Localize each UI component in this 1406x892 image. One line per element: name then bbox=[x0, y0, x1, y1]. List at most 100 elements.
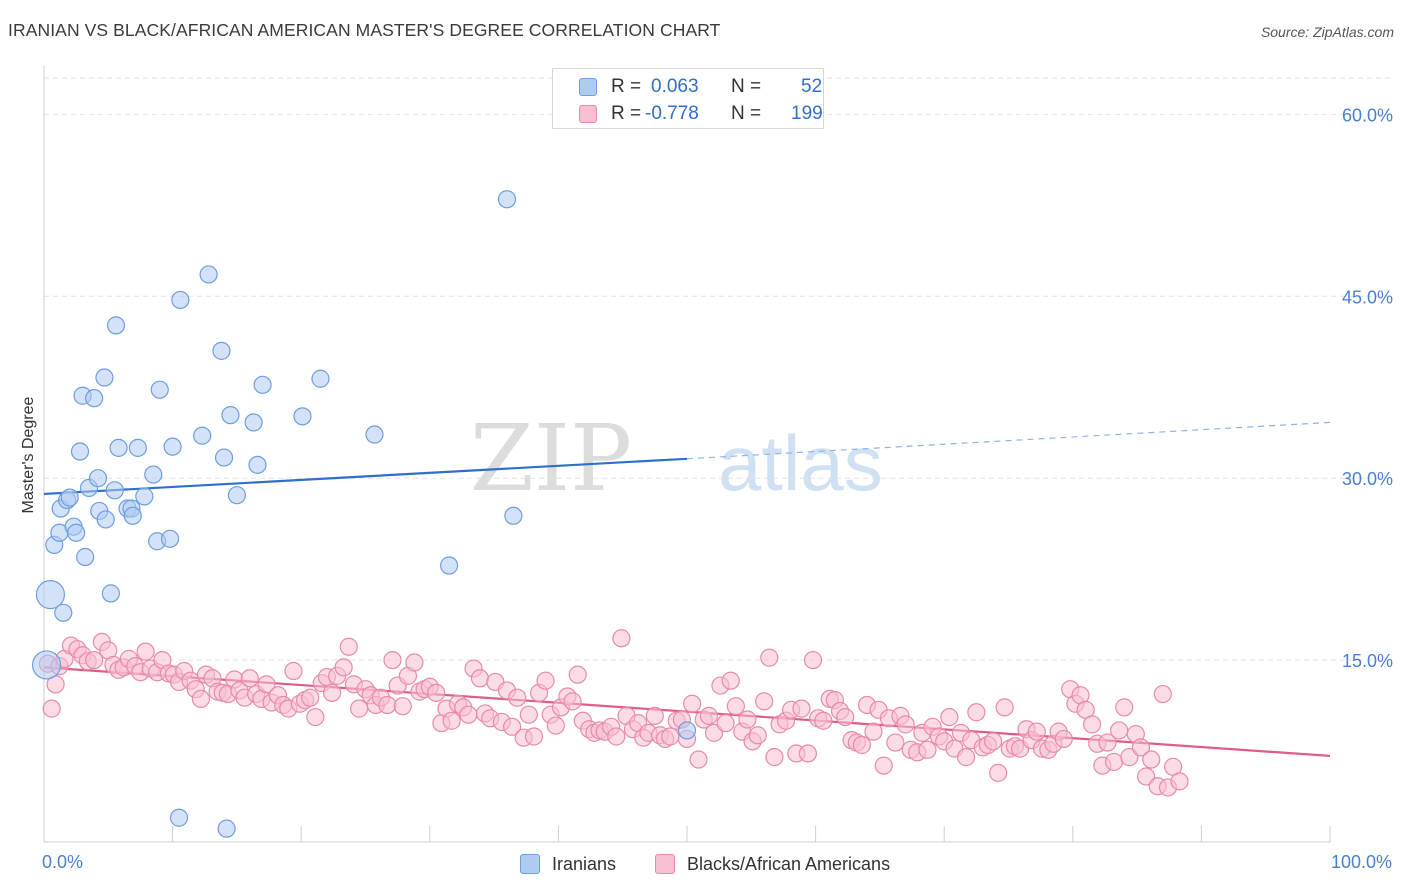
iranian-point[interactable] bbox=[199, 265, 218, 284]
iranian-point[interactable] bbox=[365, 425, 384, 444]
iranian-point[interactable] bbox=[35, 580, 66, 610]
black-point[interactable] bbox=[967, 703, 986, 722]
iranian-point[interactable] bbox=[123, 506, 142, 525]
black-point[interactable] bbox=[716, 714, 735, 733]
black-point[interactable] bbox=[612, 629, 631, 648]
black-point[interactable] bbox=[1131, 738, 1151, 757]
black-point[interactable] bbox=[442, 711, 461, 730]
black-point[interactable] bbox=[1120, 748, 1139, 767]
black-point[interactable] bbox=[568, 665, 587, 684]
black-point[interactable] bbox=[524, 727, 544, 746]
black-point[interactable] bbox=[191, 689, 210, 709]
iranian-point[interactable] bbox=[293, 407, 312, 426]
black-point[interactable] bbox=[983, 732, 1003, 751]
iranian-point[interactable] bbox=[150, 380, 169, 399]
black-point[interactable] bbox=[886, 733, 905, 752]
black-point[interactable] bbox=[896, 715, 915, 734]
black-point[interactable] bbox=[792, 699, 811, 718]
black-point[interactable] bbox=[836, 707, 855, 727]
black-point[interactable] bbox=[42, 699, 61, 718]
iranian-point[interactable] bbox=[504, 506, 523, 525]
black-point[interactable] bbox=[1082, 715, 1102, 734]
black-point[interactable] bbox=[721, 671, 740, 690]
black-point[interactable] bbox=[699, 706, 718, 725]
black-point[interactable] bbox=[704, 723, 724, 742]
black-point[interactable] bbox=[798, 744, 817, 763]
black-point[interactable] bbox=[864, 722, 883, 741]
black-point[interactable] bbox=[383, 650, 402, 670]
black-point[interactable] bbox=[956, 748, 976, 767]
black-point[interactable] bbox=[1142, 750, 1161, 769]
black-point[interactable] bbox=[874, 756, 893, 775]
black-point[interactable] bbox=[393, 697, 412, 716]
black-point[interactable] bbox=[1137, 767, 1156, 786]
black-point[interactable] bbox=[989, 763, 1008, 782]
black-point[interactable] bbox=[661, 727, 680, 746]
black-point[interactable] bbox=[683, 694, 702, 713]
black-point[interactable] bbox=[748, 726, 767, 745]
iranian-point[interactable] bbox=[95, 368, 114, 387]
iranian-point[interactable] bbox=[106, 316, 126, 335]
black-point[interactable] bbox=[995, 698, 1014, 717]
black-point[interactable] bbox=[334, 658, 353, 677]
iranian-point[interactable] bbox=[171, 290, 190, 310]
black-point[interactable] bbox=[136, 642, 155, 661]
iranian-point[interactable] bbox=[212, 341, 231, 360]
black-point[interactable] bbox=[738, 710, 757, 729]
iranian-point[interactable] bbox=[193, 426, 212, 445]
iranian-point[interactable] bbox=[677, 721, 697, 740]
iranian-point[interactable] bbox=[54, 603, 73, 622]
iranian-point[interactable] bbox=[221, 406, 240, 425]
black-point[interactable] bbox=[765, 748, 784, 767]
black-point[interactable] bbox=[689, 750, 708, 769]
black-point[interactable] bbox=[1054, 729, 1073, 749]
iranian-point[interactable] bbox=[88, 469, 108, 488]
black-point[interactable] bbox=[814, 711, 833, 730]
iranian-point[interactable] bbox=[76, 547, 95, 567]
black-point[interactable] bbox=[1027, 722, 1046, 741]
iranian-point[interactable] bbox=[169, 808, 189, 827]
black-point[interactable] bbox=[257, 675, 276, 694]
iranian-point[interactable] bbox=[70, 442, 90, 461]
black-point[interactable] bbox=[378, 695, 397, 715]
black-point[interactable] bbox=[322, 683, 342, 702]
black-point[interactable] bbox=[240, 669, 259, 688]
iranian-point[interactable] bbox=[67, 523, 86, 542]
iranian-point[interactable] bbox=[248, 455, 267, 474]
iranian-point[interactable] bbox=[244, 413, 263, 432]
iranian-point[interactable] bbox=[31, 650, 62, 680]
black-point[interactable] bbox=[1109, 721, 1129, 740]
black-point[interactable] bbox=[508, 688, 527, 707]
iranian-point[interactable] bbox=[85, 389, 104, 408]
black-point[interactable] bbox=[755, 692, 774, 711]
iranian-point[interactable] bbox=[253, 375, 272, 394]
iranian-point[interactable] bbox=[109, 438, 128, 457]
iranian-point[interactable] bbox=[217, 819, 236, 838]
black-point[interactable] bbox=[1098, 733, 1117, 752]
data-points[interactable] bbox=[31, 190, 1189, 838]
black-point[interactable] bbox=[339, 637, 358, 656]
black-point[interactable] bbox=[427, 683, 446, 702]
iranian-point[interactable] bbox=[163, 437, 182, 456]
iranian-point[interactable] bbox=[96, 510, 115, 529]
iranian-point[interactable] bbox=[60, 488, 79, 507]
black-point[interactable] bbox=[519, 705, 538, 724]
black-point[interactable] bbox=[405, 653, 424, 672]
iranian-point[interactable] bbox=[144, 465, 163, 484]
iranian-point[interactable] bbox=[160, 529, 180, 548]
black-point[interactable] bbox=[563, 692, 582, 711]
iranian-point[interactable] bbox=[135, 487, 154, 506]
black-point[interactable] bbox=[1104, 752, 1124, 772]
black-point[interactable] bbox=[546, 716, 565, 735]
iranian-point[interactable] bbox=[128, 438, 147, 457]
iranian-point[interactable] bbox=[105, 481, 124, 500]
iranian-point[interactable] bbox=[214, 448, 234, 467]
black-point[interactable] bbox=[852, 735, 871, 755]
black-point[interactable] bbox=[1170, 772, 1189, 791]
black-point[interactable] bbox=[760, 648, 779, 667]
black-point[interactable] bbox=[726, 697, 745, 716]
iranian-point[interactable] bbox=[497, 190, 517, 209]
iranian-point[interactable] bbox=[439, 556, 459, 575]
iranian-point[interactable] bbox=[101, 584, 120, 603]
iranian-point[interactable] bbox=[227, 486, 246, 505]
